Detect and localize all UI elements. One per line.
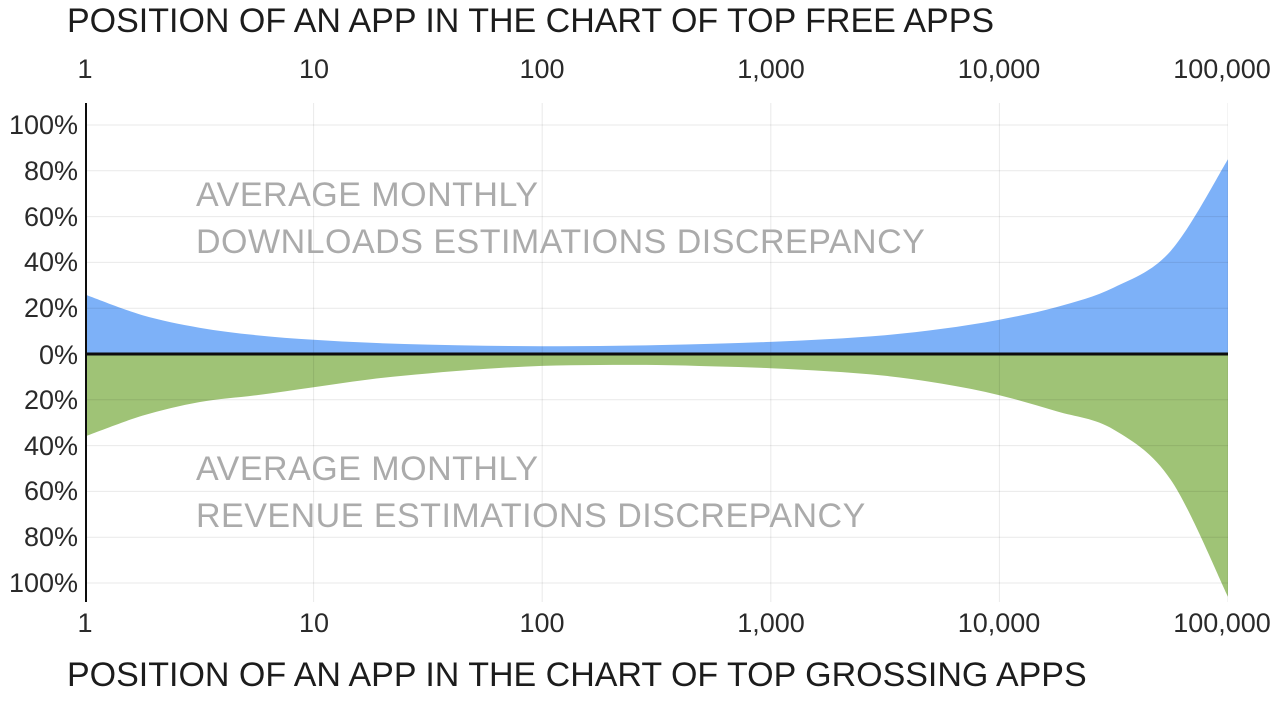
y-axis-tick-zero: 0% bbox=[38, 340, 78, 370]
bottom-axis-tick-10000: 10,000 bbox=[957, 608, 1041, 638]
y-axis-tick-pos-100: 100% bbox=[8, 110, 78, 140]
top-axis-tick-1: 1 bbox=[77, 54, 93, 84]
bottom-axis-tick-1000: 1,000 bbox=[737, 608, 805, 638]
downloads-watermark: AVERAGE MONTHLY DOWNLOADS ESTIMATIONS DI… bbox=[196, 172, 925, 266]
y-axis-tick-neg-80: 80% bbox=[23, 522, 78, 552]
y-axis-tick-pos-20: 20% bbox=[23, 293, 78, 323]
bottom-axis-tick-100: 100 bbox=[519, 608, 565, 638]
top-axis-tick-10000: 10,000 bbox=[957, 54, 1041, 84]
chart-canvas bbox=[85, 103, 1228, 602]
top-axis-tick-10: 10 bbox=[298, 54, 330, 84]
revenue-discrepancy-area bbox=[85, 354, 1228, 597]
y-axis-tick-pos-80: 80% bbox=[23, 156, 78, 186]
y-axis-tick-neg-40: 40% bbox=[23, 431, 78, 461]
top-axis-tick-100000: 100,000 bbox=[1173, 54, 1271, 84]
downloads-watermark-line1: AVERAGE MONTHLY bbox=[196, 176, 539, 214]
top-axis-tick-100: 100 bbox=[519, 54, 565, 84]
y-axis-tick-neg-20: 20% bbox=[23, 385, 78, 415]
bottom-axis-tick-1: 1 bbox=[77, 608, 93, 638]
y-axis-tick-neg-100: 100% bbox=[8, 568, 78, 598]
downloads-discrepancy-area bbox=[85, 159, 1228, 354]
downloads-watermark-line2: DOWNLOADS ESTIMATIONS DISCREPANCY bbox=[196, 223, 926, 261]
y-axis-tick-neg-60: 60% bbox=[23, 476, 78, 506]
revenue-watermark-line1: AVERAGE MONTHLY bbox=[196, 450, 539, 488]
revenue-watermark-line2: REVENUE ESTIMATIONS DISCREPANCY bbox=[196, 497, 866, 535]
plot-area bbox=[85, 103, 1228, 602]
top-axis-tick-1000: 1,000 bbox=[737, 54, 805, 84]
bottom-axis-tick-100000: 100,000 bbox=[1173, 608, 1271, 638]
top-axis-title: POSITION OF AN APP IN THE CHART OF TOP F… bbox=[67, 2, 995, 40]
revenue-watermark: AVERAGE MONTHLY REVENUE ESTIMATIONS DISC… bbox=[196, 446, 866, 540]
bottom-axis-title: POSITION OF AN APP IN THE CHART OF TOP G… bbox=[67, 656, 1087, 694]
y-axis-tick-pos-60: 60% bbox=[23, 202, 78, 232]
y-axis-tick-pos-40: 40% bbox=[23, 247, 78, 277]
bottom-axis-tick-10: 10 bbox=[298, 608, 330, 638]
